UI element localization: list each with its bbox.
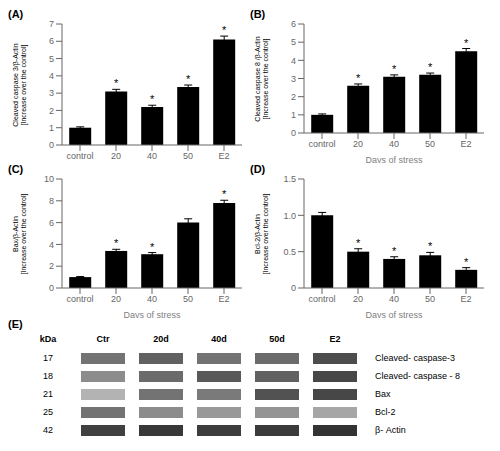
html-text:Bcl-2: Bcl-2 — [375, 407, 396, 417]
html-text:40d: 40d — [211, 334, 227, 344]
svg-text:6: 6 — [291, 19, 296, 29]
svg-text:5: 5 — [291, 37, 296, 47]
html-text:kDa: kDa — [39, 334, 57, 344]
svg-text:6: 6 — [49, 36, 54, 46]
svg-text:*: * — [356, 72, 361, 84]
svg-text:4: 4 — [291, 56, 296, 66]
svg-text:*: * — [356, 237, 361, 249]
html-text:21: 21 — [43, 389, 53, 399]
svg-text:20: 20 — [353, 294, 363, 304]
svg-text:0: 0 — [49, 283, 54, 293]
svg-text:E2: E2 — [460, 294, 471, 304]
svg-text:*: * — [186, 73, 191, 85]
html-text:(E): (E) — [8, 318, 23, 330]
svg-text:8: 8 — [49, 196, 54, 206]
html-text:E2: E2 — [329, 334, 341, 344]
svg-text:10: 10 — [44, 174, 54, 184]
svg-text:*: * — [464, 256, 469, 268]
svg-text:20: 20 — [111, 151, 121, 161]
html-text:18: 18 — [43, 371, 53, 381]
svg-text:*: * — [114, 77, 119, 89]
svg-text:5: 5 — [49, 54, 54, 64]
html-text:50d: 50d — [269, 334, 285, 344]
svg-text:7: 7 — [49, 19, 54, 29]
svg-text:E2: E2 — [218, 151, 229, 161]
html-text:β- Actin: β- Actin — [375, 425, 406, 435]
svg-text:0: 0 — [49, 140, 54, 150]
svg-text:*: * — [392, 63, 397, 75]
svg-text:2: 2 — [291, 92, 296, 102]
svg-text:0: 0 — [291, 128, 296, 138]
svg-text:*: * — [428, 61, 433, 73]
svg-text:control: control — [308, 139, 335, 149]
svg-text:0.5: 0.5 — [283, 247, 296, 257]
svg-text:20: 20 — [111, 294, 121, 304]
svg-text:2: 2 — [49, 261, 54, 271]
svg-text:50: 50 — [183, 294, 193, 304]
svg-text:Days of stress: Days of stress — [365, 310, 423, 318]
html-text:(D): (D) — [250, 163, 266, 175]
svg-text:*: * — [392, 245, 397, 257]
svg-text:*: * — [428, 240, 433, 252]
svg-text:50: 50 — [183, 151, 193, 161]
svg-text:0: 0 — [291, 283, 296, 293]
svg-text:*: * — [222, 188, 227, 200]
svg-text:E2: E2 — [218, 294, 229, 304]
html-text:(A): (A) — [8, 8, 24, 20]
html-text:(C): (C) — [8, 163, 24, 175]
svg-text:*: * — [464, 37, 469, 49]
html-text:Ctr: Ctr — [96, 334, 110, 344]
html-text:Cleaved- caspase - 8: Cleaved- caspase - 8 — [375, 371, 460, 381]
svg-text:*: * — [222, 24, 227, 36]
svg-text:1.0: 1.0 — [283, 211, 296, 221]
svg-text:4: 4 — [49, 240, 54, 250]
html-text:Cleaved- caspase-3: Cleaved- caspase-3 — [375, 353, 455, 363]
svg-text:control: control — [66, 151, 93, 161]
svg-text:40: 40 — [389, 294, 399, 304]
html-text:Cleaved caspase 3/β-Actin [Inc: Cleaved caspase 3/β-Actin [Increase over… — [12, 42, 27, 127]
svg-text:40: 40 — [147, 294, 157, 304]
svg-text:control: control — [66, 294, 93, 304]
svg-text:2: 2 — [49, 106, 54, 116]
html-text:25: 25 — [43, 407, 53, 417]
html-text:Bax/β-Actin [Increase over the: Bax/β-Actin [Increase over the control] — [12, 193, 27, 274]
svg-text:Days of stress: Days of stress — [123, 310, 181, 318]
svg-text:E2: E2 — [460, 139, 471, 149]
svg-text:20: 20 — [353, 139, 363, 149]
svg-text:Days of stress: Days of stress — [365, 155, 423, 163]
svg-text:6: 6 — [49, 218, 54, 228]
svg-text:3: 3 — [291, 74, 296, 84]
svg-text:50: 50 — [425, 294, 435, 304]
html-text:Bcl-2/β-Actin [Increase over t: Bcl-2/β-Actin [Increase over the control… — [254, 193, 269, 274]
svg-text:3: 3 — [49, 88, 54, 98]
svg-text:*: * — [150, 93, 155, 105]
svg-text:*: * — [150, 241, 155, 253]
html-text:20d: 20d — [153, 334, 169, 344]
svg-text:control: control — [308, 294, 335, 304]
svg-text:1: 1 — [291, 110, 296, 120]
svg-text:1.5: 1.5 — [283, 174, 296, 184]
svg-text:1: 1 — [49, 123, 54, 133]
svg-text:50: 50 — [425, 139, 435, 149]
svg-text:40: 40 — [389, 139, 399, 149]
svg-text:4: 4 — [49, 71, 54, 81]
svg-text:*: * — [114, 237, 119, 249]
html-text:Bax: Bax — [375, 389, 391, 399]
html-text:Cleaved caspase 8 /β-Actin [In: Cleaved caspase 8 /β-Actin [Increase ove… — [254, 35, 269, 122]
html-text:42: 42 — [43, 425, 53, 435]
html-text:17: 17 — [43, 353, 53, 363]
html-text:(B): (B) — [250, 8, 266, 20]
svg-text:40: 40 — [147, 151, 157, 161]
